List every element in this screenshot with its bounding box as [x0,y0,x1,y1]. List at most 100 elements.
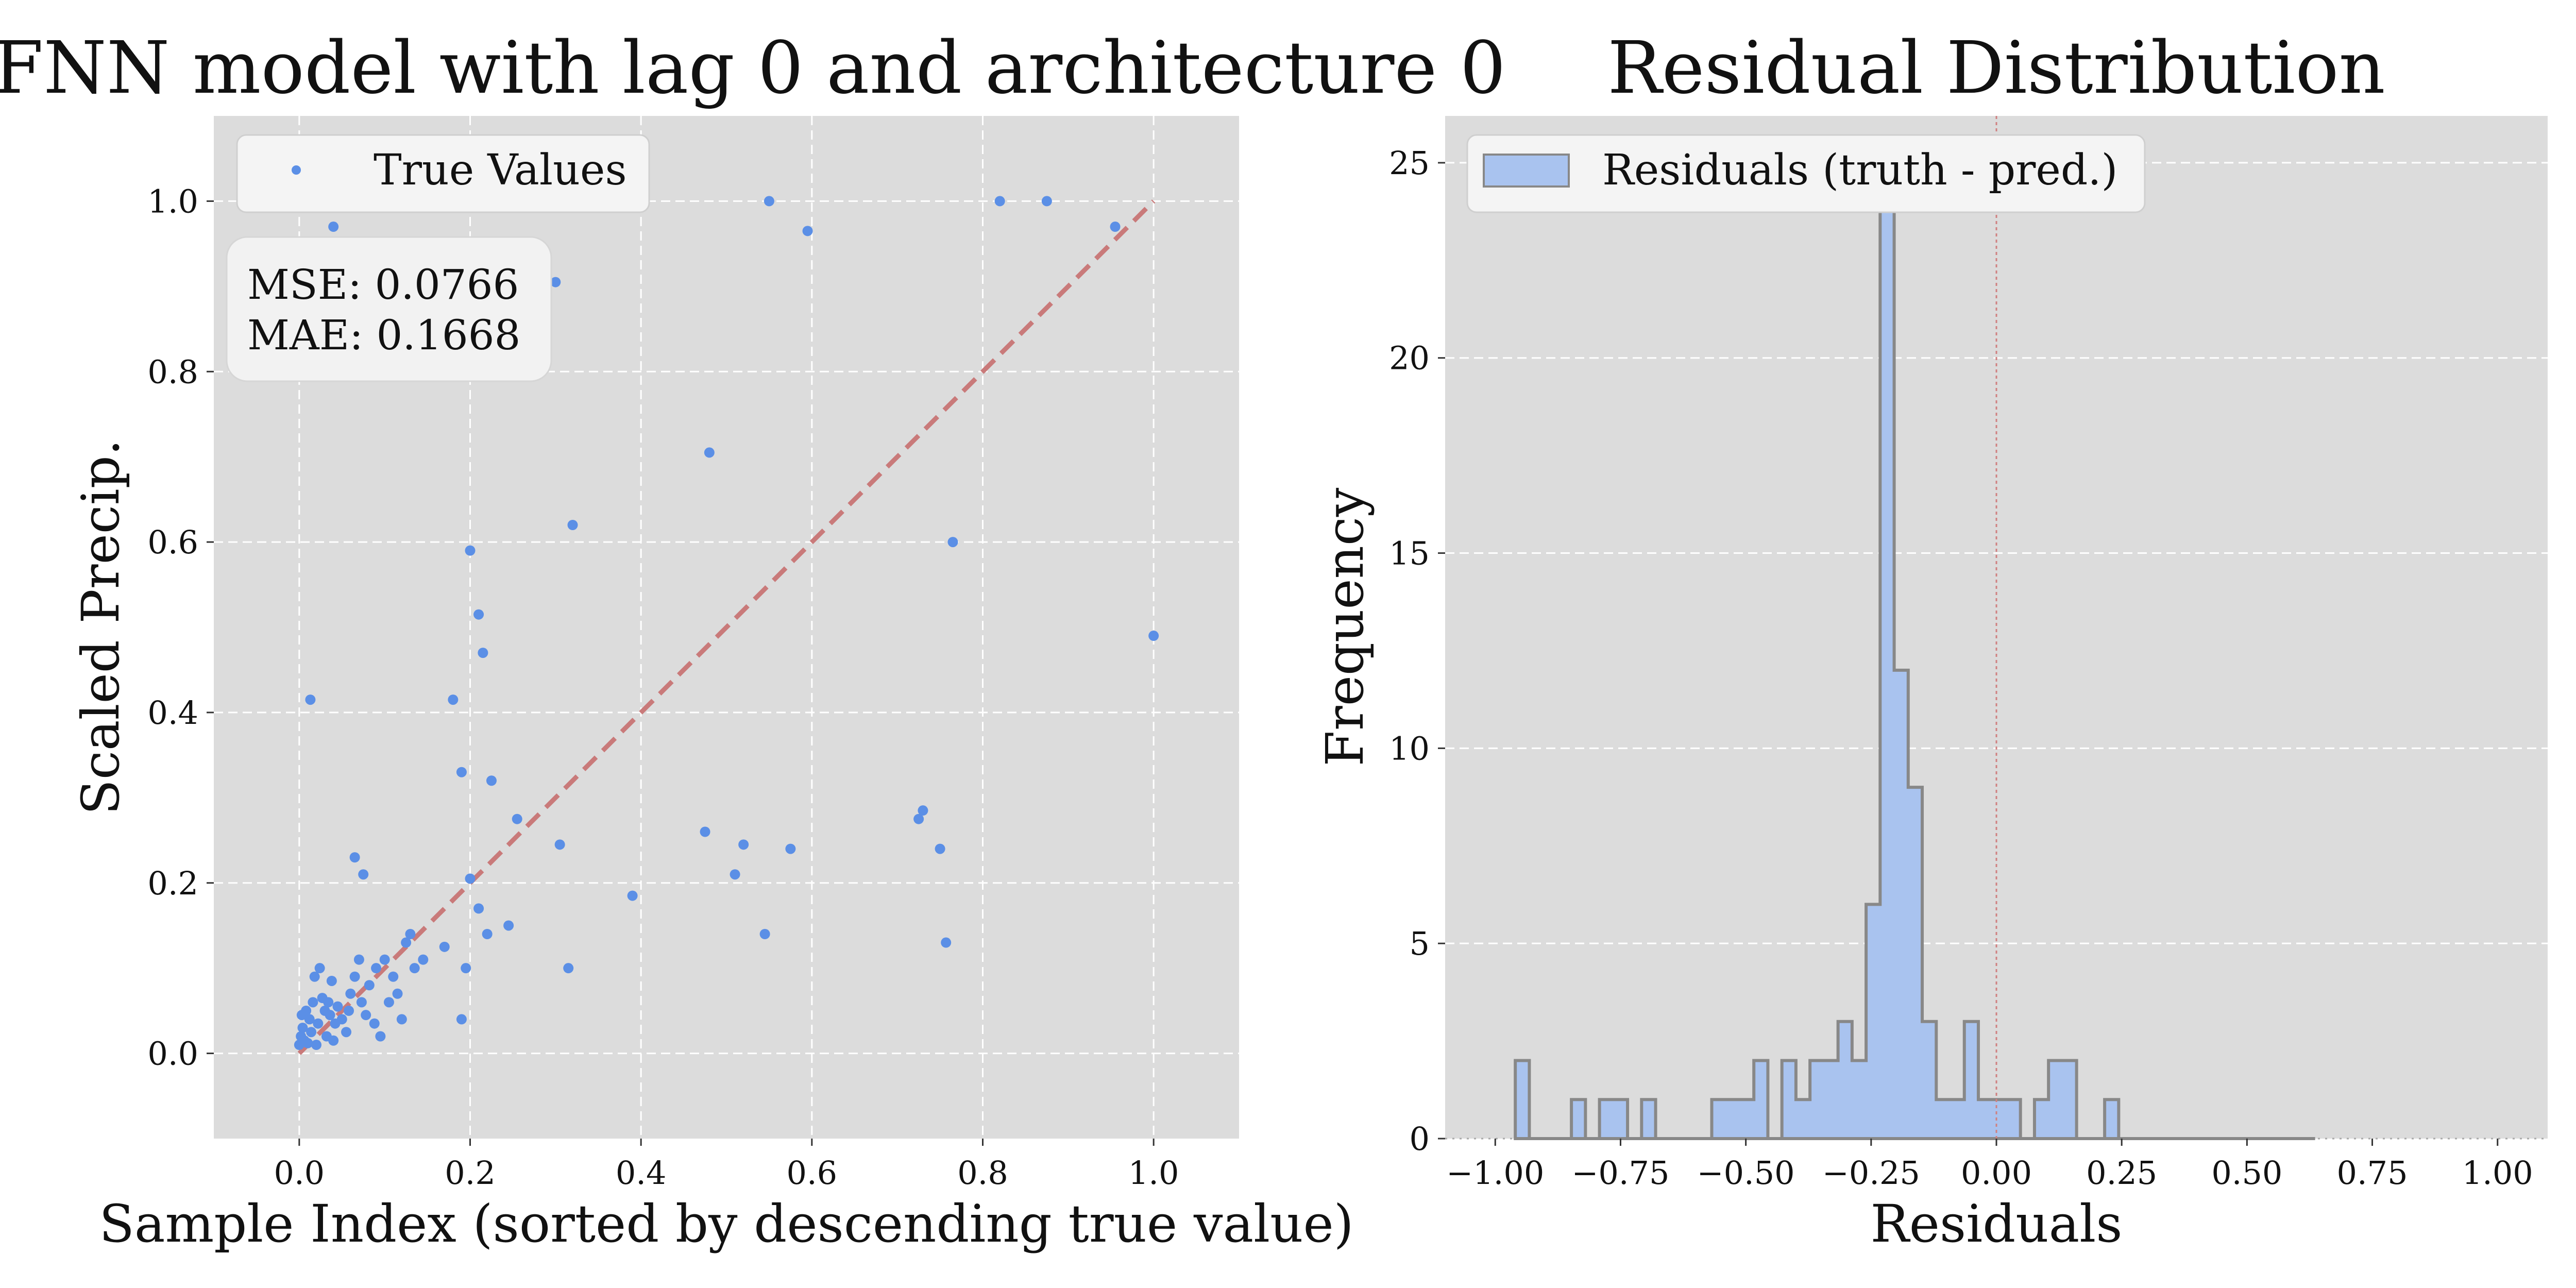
histogram-y-label: Frequency [1315,487,1375,766]
data-point [379,954,390,965]
data-point [478,648,488,658]
scatter-y-tick-label: 0.2 [147,865,198,902]
scatter-x-tick-label: 0.8 [957,1154,1008,1192]
data-point [512,814,522,824]
histogram-plot-area [1445,116,2548,1139]
data-point [328,222,339,232]
histogram-x-tick-label: −0.75 [1571,1154,1669,1192]
scatter-y-tick-label: 1.0 [147,182,198,220]
data-point [301,1005,312,1016]
reference-diagonal-line [297,199,1156,1055]
data-point [311,1040,321,1050]
scatter-reference-line [297,199,1156,1055]
mse-text: MSE: 0.0766 [247,261,519,309]
histogram-y-tick-label: 0 [1410,1120,1430,1158]
data-point [302,1038,313,1048]
histogram-y-tick-label: 20 [1389,340,1430,377]
data-point [364,980,375,991]
data-point [336,1014,347,1025]
data-point [785,843,796,854]
scatter-legend-marker [292,165,301,175]
scatter-y-tick-label: 0.4 [147,694,198,732]
histogram-panel: Residual Distribution −1.00 −0.75 −0.50 −0.… [1315,26,2548,1254]
histogram-x-tick-label: 0.50 [2211,1154,2282,1192]
data-point [567,520,578,530]
scatter-y-ticks: 0.0 0.2 0.4 0.6 0.8 1.0 [147,182,214,1073]
data-point [358,869,369,880]
data-point [409,963,420,974]
data-point [356,997,367,1008]
scatter-x-tick-label: 1.0 [1128,1154,1179,1192]
scatter-stats-box: MSE: 0.0766 MAE: 0.1668 [226,236,552,382]
scatter-x-ticks: 0.0 0.2 0.4 0.6 0.8 1.0 [274,1139,1179,1192]
histogram-x-tick-label: −0.50 [1697,1154,1795,1192]
data-point [486,775,497,786]
data-point [764,196,774,207]
data-point [994,196,1005,207]
data-point [550,277,561,287]
data-point [418,954,429,965]
histogram-x-tick-label: 0.00 [1961,1154,2032,1192]
data-point [309,971,320,982]
data-point [700,826,710,837]
data-point [456,1014,467,1025]
data-point [344,1005,354,1016]
data-point [627,890,638,901]
data-point [349,852,360,863]
data-point [405,929,416,939]
histogram-x-ticks: −1.00 −0.75 −0.50 −0.25 0.00 0.25 0.50 0.75 1.00 [1446,1139,2533,1192]
data-point [305,694,316,705]
histogram-x-tick-label: 0.75 [2337,1154,2408,1192]
scatter-x-tick-label: 0.2 [445,1154,496,1192]
data-point [371,963,382,974]
data-point [361,1010,371,1021]
histogram-y-tick-label: 25 [1389,144,1430,182]
scatter-y-label: Scaled Precip. [71,439,131,815]
histogram-legend-swatch [1483,154,1570,188]
scatter-y-tick-label: 0.8 [147,353,198,391]
histogram-legend-box [1466,134,2146,213]
histogram-x-label: Residuals [1870,1194,2122,1254]
scatter-x-tick-label: 0.6 [787,1154,838,1192]
scatter-legend: True Values [236,134,650,213]
data-point [326,975,337,986]
data-point [396,1014,407,1025]
scatter-legend-box [236,134,650,213]
data-point [704,447,715,458]
data-point [465,873,476,884]
scatter-y-tick-label: 0.6 [147,523,198,561]
histogram-title: Residual Distribution [1607,26,2385,110]
data-point [369,1018,380,1029]
data-point [401,937,412,948]
data-point [325,1010,335,1021]
scatter-x-tick-label: 0.0 [274,1154,325,1192]
data-point [439,941,450,952]
data-point [759,929,770,939]
data-point [304,1014,315,1025]
histogram-fill [1515,162,2315,1139]
data-point [802,226,813,236]
data-point [730,869,740,880]
histogram-legend: Residuals (truth - pred.) [1466,134,2146,213]
scatter-legend-label: True Values [374,146,627,195]
scatter-y-tick-label: 0.0 [147,1035,198,1073]
data-point [349,971,360,982]
scatter-x-label: Sample Index (sorted by descending true … [99,1194,1353,1254]
data-point [456,767,467,777]
data-point [353,954,364,965]
histogram-x-tick-label: 1.00 [2462,1154,2533,1192]
data-point [375,1031,386,1042]
data-point [314,963,325,974]
histogram-y-tick-label: 15 [1389,535,1430,572]
data-point [503,920,514,931]
data-point [473,903,484,914]
data-point [913,814,924,824]
histogram-x-tick-label: −1.00 [1446,1154,1544,1192]
data-point [738,839,749,850]
histogram-x-tick-label: −0.25 [1822,1154,1920,1192]
data-point [345,988,356,999]
data-point [392,988,403,999]
histogram-y-tick-label: 10 [1389,730,1430,767]
histogram-y-tick-label: 5 [1410,925,1430,962]
